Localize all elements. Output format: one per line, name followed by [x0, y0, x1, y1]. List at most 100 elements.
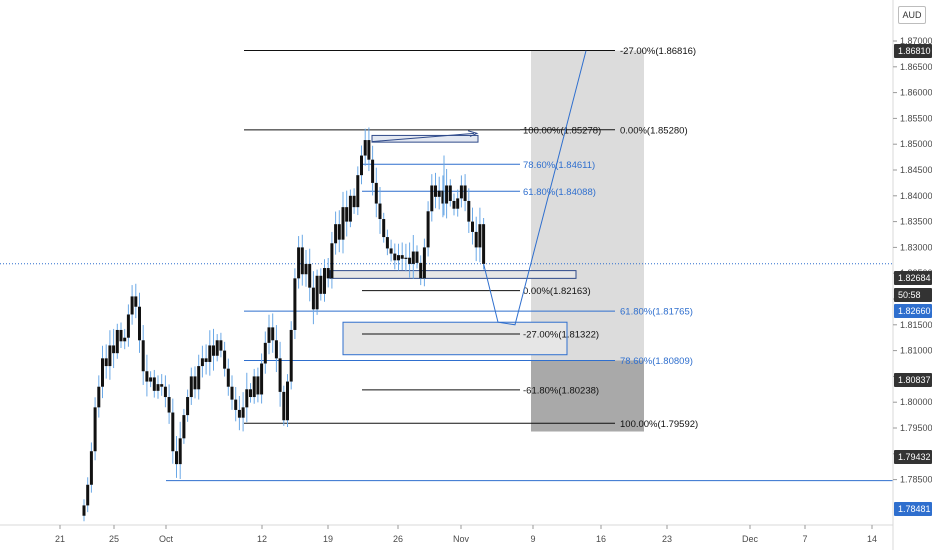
- fib-black-label: 0.00%(1.85280): [620, 125, 688, 136]
- candle-body: [249, 389, 252, 398]
- candle-body: [363, 140, 367, 156]
- fib-blue-label: 61.80%(1.84088): [523, 187, 596, 198]
- candle-body: [86, 484, 90, 506]
- y-tick-label: 1.83500: [900, 217, 932, 227]
- fib-blue-label: 78.60%(1.84611): [523, 160, 595, 171]
- candle-body: [467, 200, 471, 222]
- x-tick-label: Oct: [159, 534, 174, 544]
- x-tick-label: 12: [257, 534, 267, 544]
- candle-body: [104, 358, 108, 367]
- candle-body: [197, 366, 201, 390]
- x-tick-label: 23: [662, 534, 672, 544]
- price-badge: [894, 304, 932, 318]
- candle-body: [245, 389, 249, 408]
- candle-body: [434, 185, 437, 197]
- price-badge-label: 1.79432: [898, 452, 931, 462]
- candle-body: [134, 296, 138, 307]
- candle-body: [393, 253, 397, 261]
- fib-blue-label: 61.80%(1.81765): [620, 307, 693, 318]
- candle-body: [326, 268, 330, 279]
- candle-body: [445, 185, 449, 204]
- fib-black-label: -61.80%(1.80238): [523, 385, 599, 396]
- top-box: [371, 134, 479, 143]
- candle-body: [252, 376, 256, 398]
- candle-body: [256, 376, 260, 395]
- candle-body: [108, 345, 112, 367]
- candle-body: [204, 358, 208, 362]
- y-tick-label: 1.83000: [900, 242, 932, 252]
- candle-body: [419, 262, 423, 279]
- candle-body: [348, 195, 352, 222]
- candle-body: [330, 243, 334, 279]
- candle-body: [404, 257, 408, 259]
- top-arrow: [371, 130, 479, 143]
- candle-body: [452, 200, 456, 209]
- candle-body: [437, 190, 441, 197]
- y-tick-label: 1.79500: [900, 423, 932, 433]
- candle-body: [300, 247, 304, 275]
- price-badge-label: 1.82684: [898, 273, 931, 283]
- y-tick-label: 1.78500: [900, 475, 932, 485]
- price-badge: [894, 502, 932, 516]
- y-tick-label: 1.84000: [900, 191, 932, 201]
- candle-body: [334, 224, 338, 244]
- x-tick-label: 25: [109, 534, 119, 544]
- price-badge: [894, 373, 932, 387]
- fib-levels: -27.00%(1.86816) 100.00%(1.85278) 0.00%(1.…: [0, 46, 893, 482]
- candle-body: [315, 275, 319, 310]
- candle-body: [149, 377, 153, 382]
- y-tick-label: 1.87000: [900, 36, 932, 46]
- fib-black-label: -27.00%(1.81322): [523, 329, 599, 340]
- zones: [329, 50, 644, 432]
- candle-body: [360, 155, 363, 176]
- candle-body: [141, 340, 145, 372]
- candle-body: [345, 207, 349, 222]
- candle-body: [223, 350, 227, 369]
- y-tick-label: 1.80000: [900, 397, 932, 407]
- candle-body: [145, 371, 149, 382]
- candle-body: [400, 255, 404, 259]
- candle-body: [448, 185, 452, 201]
- candle-body: [293, 278, 297, 330]
- candle-body: [200, 358, 204, 367]
- x-tick-label: 14: [867, 534, 877, 544]
- candle-body: [152, 377, 156, 391]
- candle-body: [82, 505, 86, 516]
- price-badge-label: 1.78481: [898, 504, 931, 514]
- drawings: [371, 50, 587, 326]
- candle-body: [389, 248, 393, 254]
- candle-body: [282, 391, 286, 421]
- candle-body: [311, 287, 315, 310]
- candle-body: [130, 296, 134, 315]
- candle-body: [430, 185, 434, 212]
- currency-label[interactable]: AUD: [898, 6, 926, 24]
- candle-body: [241, 407, 245, 418]
- candle-body: [337, 224, 341, 240]
- projection-zone-lower: [531, 360, 644, 432]
- candle-body: [323, 268, 326, 294]
- x-tick-label: Dec: [742, 534, 759, 544]
- candle-body: [297, 247, 301, 279]
- x-tick-label: 9: [530, 534, 535, 544]
- candle-body: [378, 203, 382, 220]
- candle-body: [271, 327, 275, 341]
- candle-body: [408, 257, 412, 264]
- candle-body: [352, 195, 356, 208]
- candle-body: [230, 386, 234, 400]
- fib-black-label: 0.00%(1.82163): [523, 286, 591, 297]
- candle-body: [93, 407, 97, 452]
- y-tick-label: 1.85000: [900, 139, 932, 149]
- candle-body: [371, 159, 375, 183]
- candle-body: [167, 397, 171, 413]
- price-badge-label: 50:58: [898, 290, 921, 300]
- candle-body: [126, 314, 130, 338]
- candle-body: [208, 345, 212, 362]
- fib-black-label: -27.00%(1.86816): [620, 46, 696, 57]
- candle-body: [212, 345, 215, 356]
- candle-body: [175, 451, 178, 465]
- candle-body: [112, 345, 116, 354]
- candle-body: [382, 219, 386, 238]
- candle-body: [474, 231, 478, 248]
